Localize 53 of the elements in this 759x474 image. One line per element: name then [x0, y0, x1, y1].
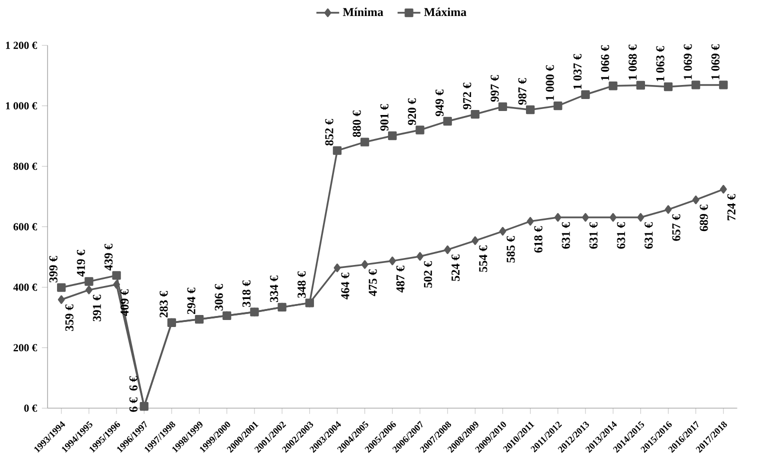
data-label: 1 069 €: [711, 44, 720, 80]
data-label: 901 €: [380, 104, 388, 131]
data-label: 1 063 €: [656, 46, 664, 82]
legend-label: Máxima: [424, 8, 466, 16]
data-label: 657 €: [672, 214, 680, 242]
data-label: 631 €: [617, 222, 626, 249]
data-label: 987 €: [518, 78, 526, 105]
data-label: 852 €: [325, 119, 334, 146]
data-label: 475 €: [368, 270, 377, 296]
data-label: 949 €: [436, 90, 444, 116]
data-label: 880 €: [352, 110, 361, 138]
data-label: 631 €: [562, 222, 570, 249]
data-label: 391 €: [92, 295, 101, 322]
y-tick-label: 600 €: [14, 223, 38, 231]
data-label: 972 €: [463, 82, 472, 110]
data-label: 334 €: [270, 276, 278, 302]
data-label: 1 000 €: [546, 65, 554, 100]
y-tick-label: 200 €: [14, 344, 38, 352]
y-tick-label: 800 €: [14, 162, 38, 170]
data-label: 348 €: [298, 272, 306, 298]
data-label: 283 €: [160, 291, 168, 318]
data-label: 1 068 €: [628, 44, 637, 80]
data-label: 524 €: [452, 254, 460, 282]
legend-label: Mínima: [342, 8, 384, 16]
data-label: 585 €: [506, 236, 515, 263]
data-label: 631 €: [644, 222, 653, 249]
data-label: 399 €: [49, 256, 58, 283]
data-label: 464 €: [341, 272, 350, 300]
y-tick-label: 400 €: [13, 284, 38, 292]
data-label: 554 €: [479, 246, 488, 272]
data-label: 618 €: [534, 226, 542, 253]
data-label: 6 €: [129, 376, 138, 391]
data-label: 1 066 €: [601, 46, 610, 80]
data-label: 724 €: [727, 194, 736, 221]
data-label: 294 €: [187, 288, 196, 314]
data-label: 439 €: [104, 244, 113, 271]
y-tick-label: 1 000 €: [6, 102, 38, 110]
data-label: 318 €: [242, 280, 251, 308]
data-label: 997 €: [490, 75, 499, 102]
data-label: 409 €: [120, 290, 129, 316]
y-tick-label: 0 €: [24, 404, 38, 412]
data-label: 920 €: [408, 98, 416, 126]
y-tick-label: 1 200 €: [6, 42, 38, 50]
data-label: 1 037 €: [573, 54, 582, 90]
data-label: 502 €: [424, 261, 432, 288]
data-label: 6 €: [129, 398, 138, 412]
data-label: 306 €: [214, 284, 223, 311]
data-label: 487 €: [396, 266, 404, 293]
data-label: 359 €: [65, 304, 74, 332]
data-label: 689 €: [700, 204, 708, 232]
data-label: 631 €: [589, 222, 598, 249]
data-label: 419 €: [76, 250, 85, 277]
data-label: 1 069 €: [684, 44, 692, 80]
